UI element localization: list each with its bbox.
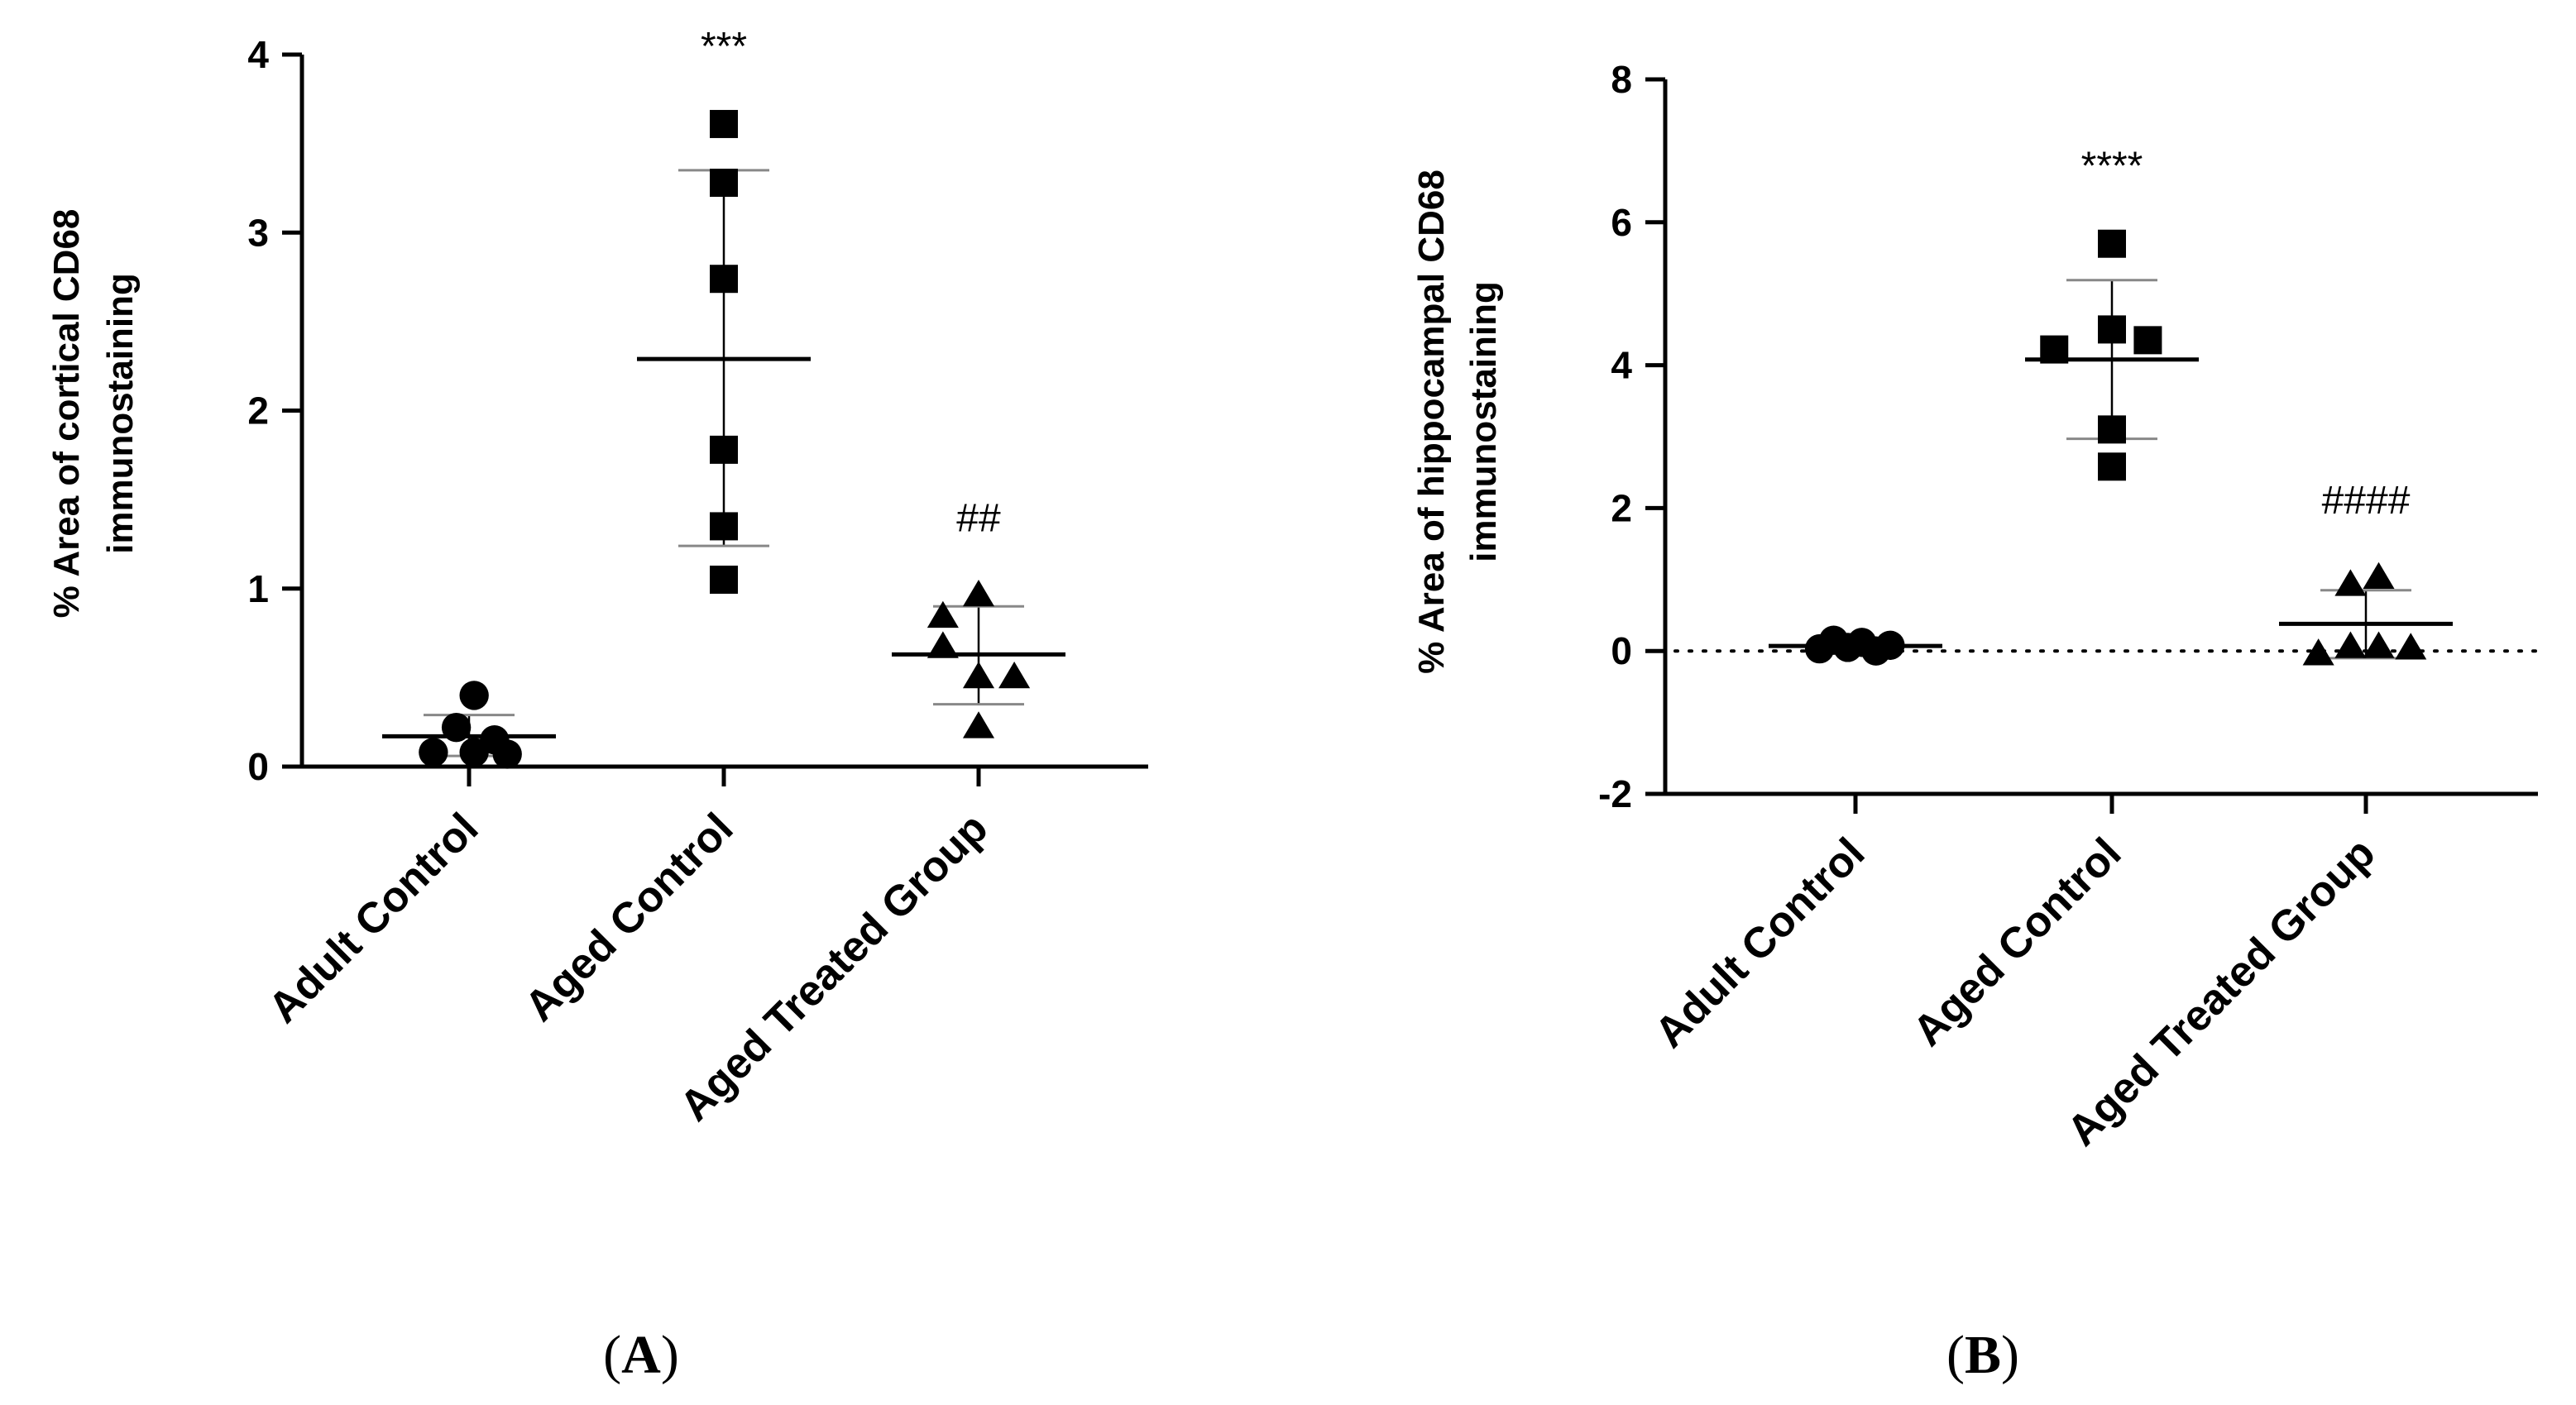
y-tick-label: 4 [1611,344,1632,387]
significance-annotation: *** [701,25,747,69]
data-point-triangle [926,631,959,658]
data-point-triangle [2334,631,2367,658]
y-tick-label: -2 [1598,772,1632,815]
data-point-triangle [998,661,1031,689]
x-category-label: Aged Control [1904,829,2131,1055]
data-point-triangle [2363,631,2395,658]
data-point-square [2098,415,2126,444]
data-point-square [710,565,738,594]
panel-label-part: ) [2001,1325,2019,1385]
data-point-circle [492,739,522,769]
data-point-triangle [2395,633,2427,660]
y-axis-label: immunostaining [100,273,141,554]
data-point-triangle [926,600,959,628]
data-point-circle [1875,630,1905,660]
panel-label-part: A [621,1325,661,1385]
y-tick-label: 4 [247,33,269,76]
data-point-circle [441,712,472,743]
x-category-label: Aged Control [516,804,743,1030]
y-axis-label: % Area of hippocampal CD68 [1411,170,1452,674]
panel-label-part: ) [661,1325,679,1385]
y-tick-label: 8 [1611,58,1632,101]
y-tick-label: 0 [1611,629,1632,672]
y-tick-label: 3 [247,211,269,254]
data-point-square [2098,452,2126,481]
data-point-square [2133,326,2162,355]
significance-annotation: #### [2322,479,2411,523]
y-axis-label: immunostaining [1463,281,1504,562]
y-tick-label: 2 [1611,486,1632,529]
data-point-square [2098,315,2126,344]
data-point-circle [419,738,448,767]
data-point-triangle [2363,562,2395,589]
data-point-triangle [2302,638,2334,666]
data-point-square [2098,229,2126,258]
x-category-label: Adult Control [260,804,488,1032]
panel-label-part: B [1965,1325,2001,1385]
data-point-square [2040,335,2069,364]
panel-label-part: ( [1946,1325,1965,1385]
panel-label-part: ( [603,1325,621,1385]
y-tick-label: 6 [1611,201,1632,244]
significance-annotation: ## [956,496,1001,540]
y-tick-label: 0 [247,745,269,788]
y-tick-label: 2 [247,389,269,432]
panel-label: (A) [603,1325,679,1385]
x-category-label: Adult Control [1646,829,1875,1057]
y-axis-label: % Area of cortical CD68 [46,209,87,619]
data-point-square [710,265,738,294]
data-point-triangle [2334,569,2367,596]
significance-annotation: **** [2081,145,2143,189]
data-point-triangle [962,579,995,607]
data-point-square [710,435,738,464]
data-point-square [710,109,738,138]
data-point-triangle [962,661,995,689]
y-tick-label: 1 [247,567,269,610]
panel-label: (B) [1946,1325,2019,1385]
data-point-square [710,168,738,197]
data-point-square [710,512,738,541]
data-point-triangle [962,711,995,738]
data-point-circle [459,681,489,710]
